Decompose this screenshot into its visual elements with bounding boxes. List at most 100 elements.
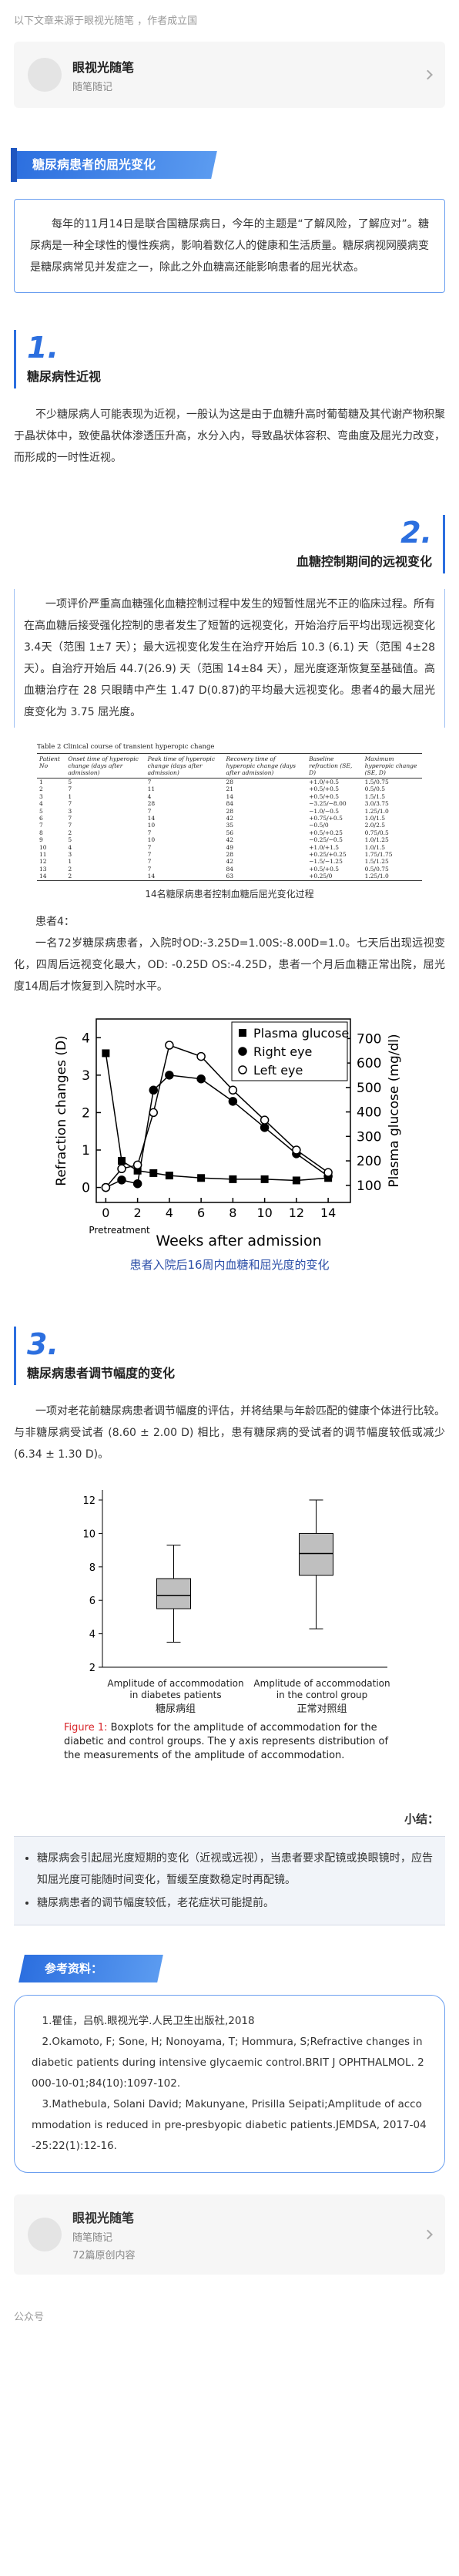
point [117,1175,126,1185]
table-cell: +0.5/+0.5 [309,865,340,873]
y2-tick-label: 100 [357,1178,381,1193]
x-tick-label: 12 [289,1206,304,1220]
series-line [105,1053,329,1181]
table-cell: +0.5/+0.5 [309,792,340,800]
table-cell: 5 [68,836,72,844]
account-card[interactable]: 眼视光随笔 随笔随记 [14,42,445,108]
paragraph: 一项对老花前糖尿病患者调节幅度的评估，并将结果与年龄匹配的健康个体进行比较。与非… [14,1404,445,1461]
account-desc: 随笔随记 [72,81,113,93]
point [228,1096,238,1106]
table-cell: 14 [145,873,224,881]
article-count: 72篇原创内容 [72,2249,136,2262]
table-title: Table 2 Clinical course of transient hyp… [37,743,215,751]
table-cell: 7 [147,865,152,873]
summary-list: 糖尿病会引起屈光度短期的变化（近视或远视），当患者要求配镜或换眼镜时，应告知屈光… [14,1835,445,1925]
references-title: 参考资料： [45,1961,103,1976]
y-axis-title: Refraction changes (D) [54,1035,69,1185]
x-tick-label: 2 [134,1206,142,1220]
chevron [423,69,433,80]
legend-symbol [238,1064,247,1074]
table-row: 6 7 14 42 +0.75/+0.5 1.0/1.5 [37,815,422,822]
table-cell: 7 [68,815,72,822]
reference: 2.Okamoto, F; Sone, H; Nonoyama, T; Homm… [32,2035,424,2090]
table-cell: 1.75/1.75 [364,851,393,859]
y-tick-label: 6 [89,1596,95,1607]
point [229,1175,237,1183]
table-cell: 9 [39,836,43,844]
series-line [105,1044,329,1188]
section-title: 糖尿病患者的屈光变化 [32,157,156,172]
table-cell: 1 [68,858,72,866]
table-cell: 0.5/0.75 [364,865,389,873]
references: 1.瞿佳，吕帆.眼视光学.人民卫生出版社,2018 2.Okamoto, F; … [14,1994,445,2173]
table-cell: +0.5/+0.25 [309,829,343,836]
series-line [106,1074,329,1188]
table-cell: 49 [226,843,234,851]
account-name: 眼视光随笔 [72,59,135,75]
reference: 1.瞿佳，吕帆.眼视光学.人民卫生出版社,2018 [42,2014,255,2027]
figure-label: Figure 1: [64,1721,108,1734]
point [102,1049,110,1058]
boxplot-figure: 2 4 6 8 10 12 Amplitude of accommodation in d… [64,1482,395,1763]
table-cell: 1.25/1.0 [364,807,389,815]
x-tick-label: 14 [320,1206,336,1220]
table-cell: 42 [226,858,234,866]
table-cell: 56 [226,829,234,836]
table-cell: 7 [147,843,152,851]
table-cell: +0.5/+0.5 [309,785,340,793]
table-cell: 4 [39,800,43,808]
table-cell: 21 [226,785,234,793]
paragraph: 一项评价严重高血糖强化血糖控制过程中发生的短暂性屈光不正的临床过程。所有在高血糖… [14,589,445,728]
point [149,1169,158,1177]
table-cell: 5 [39,807,43,815]
account-desc: 随笔随记 [72,2231,113,2244]
table-cell: 7 [68,785,72,793]
table-cell: 14 [226,792,234,800]
table-row: 5 3 7 28 −1.0/−0.5 1.25/1.0 [37,808,422,815]
table-cell: 12 [39,858,47,866]
intro: 每年的11月14日是联合国糖尿病日，今年的主题是“了解风险，了解应对”。糖尿病是… [14,199,445,293]
table-cell: +1.0/+1.5 [309,843,340,851]
section-header: 糖尿病患者的屈光变化 [11,148,445,182]
x-tick-label: 0 [102,1206,109,1220]
table-cell: 42 [226,815,234,822]
heading: 2. 血糖控制期间的远视变化 [14,515,445,573]
table-cell: 10 [147,822,156,829]
point [149,1085,158,1095]
table-cell: 28 [226,807,234,815]
legend-symbol [239,1028,246,1037]
table-cell: −3.25/−8.00 [309,800,347,808]
heading: 3. 糖尿病患者调节幅度的变化 [14,1326,445,1385]
y-tick-label: 2 [89,1663,95,1674]
table-cell: 3.0/3.75 [364,800,389,808]
table-row: 2 7 11 21 +0.5/+0.5 0.5/0.5 [37,785,422,792]
group-label: 正常对照组 [297,1703,347,1715]
table-cell: 1 [39,779,43,785]
legend-box [231,1021,348,1081]
table-cell: 2.0/2.5 [364,822,386,829]
table-cell: 1.5/1.5 [364,792,386,800]
point [196,1074,206,1084]
x-tick-label: Amplitude of accommodation in the contro… [253,1677,390,1700]
y-tick-label: 3 [82,1068,90,1084]
table-row: 1 5 7 28 +1.0/+0.5 1.5/0.75 [37,779,422,786]
heading-title: 糖尿病患者调节幅度的变化 [27,1365,176,1380]
point [118,1156,126,1165]
account-card[interactable]: 眼视光随笔 随笔随记 72篇原创内容 [14,2194,445,2275]
table-cell: −0.5/0 [309,822,329,829]
y2-tick-label: 700 [357,1031,381,1047]
legend-symbol [238,1046,247,1056]
paragraph: 不少糖尿病人可能表现为近视，一般认为这是由于血糖升高时葡萄糖及其代谢产物积聚于晶… [14,409,445,464]
chart-caption: 患者入院后16周内血糖和屈光度的变化 [129,1257,330,1272]
summary-item: 糖尿病患者的调节幅度较低，老花症状可能提前。 [37,1892,433,1914]
heading-title: 糖尿病性近视 [27,369,102,384]
heading-number: 1. [27,331,59,365]
y2-tick-label: 500 [357,1081,381,1096]
table-cell: 7 [147,807,152,815]
heading-number: 3. [27,1327,59,1361]
y-tick-label: 0 [82,1180,90,1196]
plot-frame [95,1017,351,1203]
table-cell: 7 [68,800,72,808]
y-tick-label: 1 [82,1143,90,1159]
y-tick-label: 10 [82,1528,95,1540]
